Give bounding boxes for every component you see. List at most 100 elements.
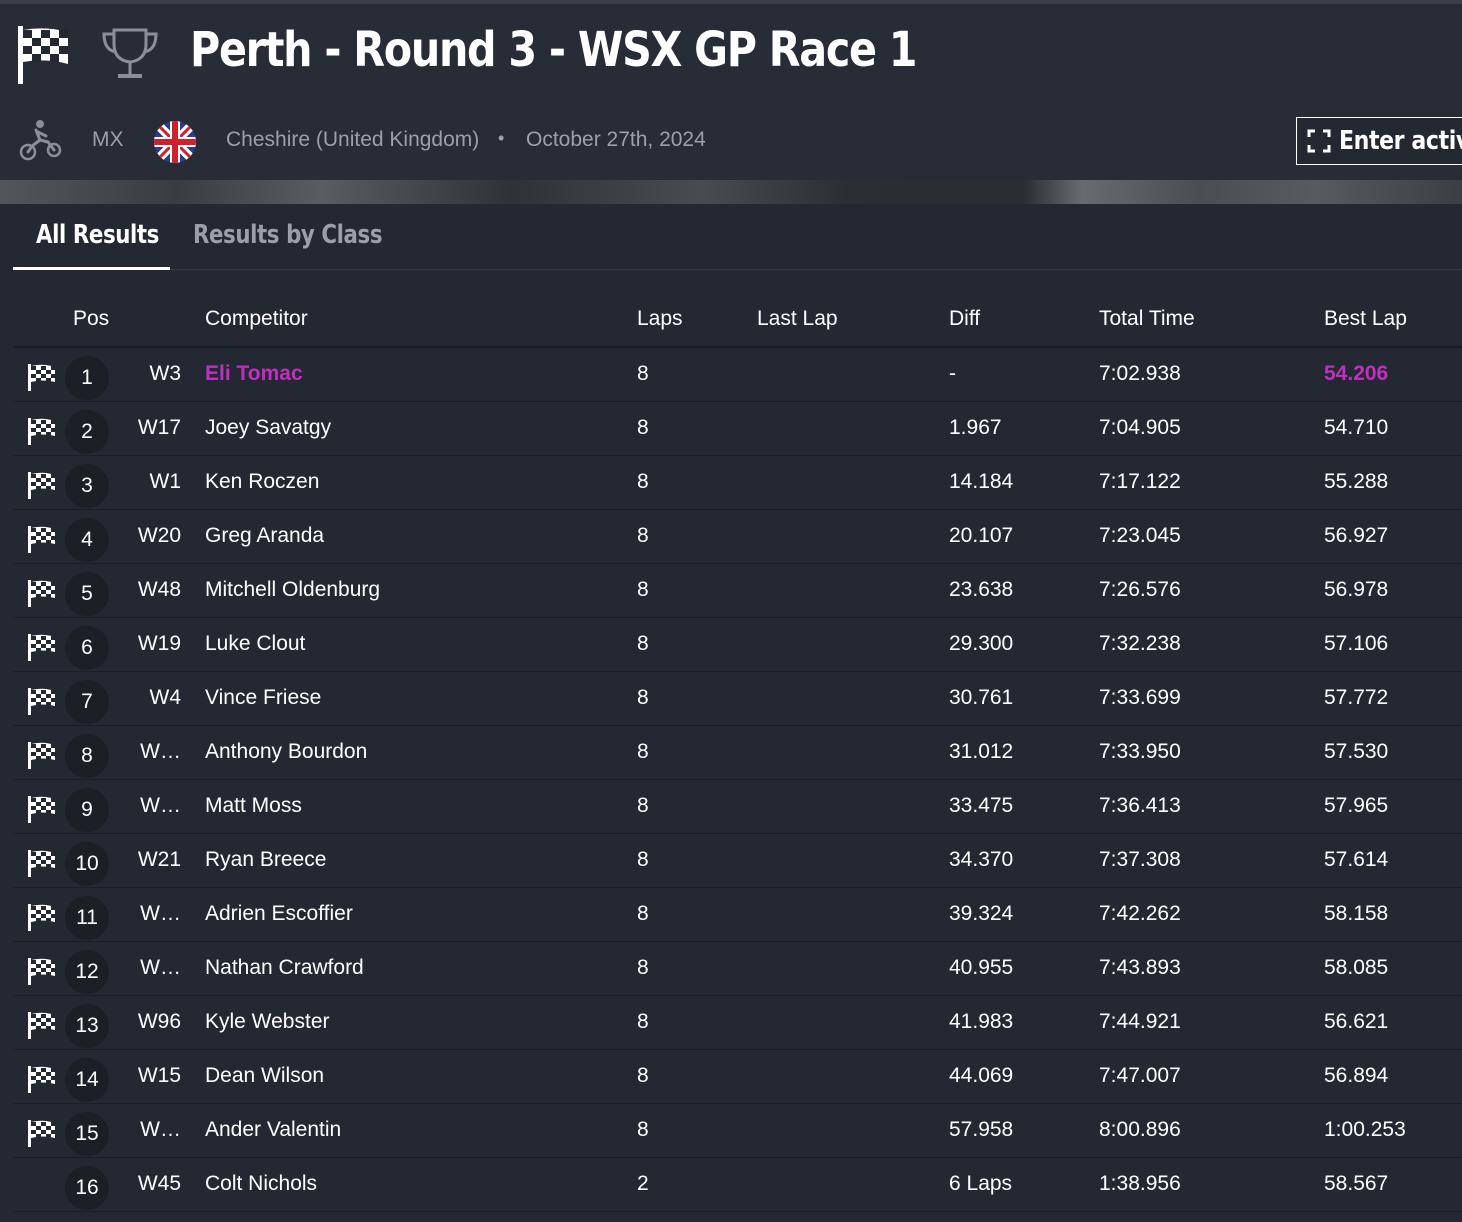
table-row[interactable]: 6 W19 Luke Clout 8 29.300 7:32.238 57.106 xyxy=(13,618,1462,672)
table-row[interactable]: 12 W… Nathan Crawford 8 40.955 7:43.893 58.085 xyxy=(13,942,1462,996)
laps-value: 8 xyxy=(637,1010,649,1033)
position-badge: 9 xyxy=(65,788,109,832)
finish-flag-icon xyxy=(27,1118,57,1148)
table-body: 1 W3 Eli Tomac 8-7:02.938 54.206 2 W17 Joey Sav… xyxy=(13,348,1462,1212)
table-row[interactable]: 15 W… Ander Valentin 8 57.958 8:00.896 1:00.25… xyxy=(13,1104,1462,1158)
table-row[interactable]: 14 W15 Dean Wilson 8 44.069 7:47.007 56.894 xyxy=(13,1050,1462,1104)
competitor-name[interactable]: Anthony Bourdon xyxy=(205,740,368,763)
column-header-best-lap[interactable]: Best Lap xyxy=(1324,307,1407,330)
rider-number: W… xyxy=(140,902,181,925)
best-lap-value: 54.710 xyxy=(1324,416,1389,439)
laps-value: 8 xyxy=(637,686,649,709)
position-badge: 11 xyxy=(65,896,109,940)
competitor-name[interactable]: Vince Friese xyxy=(205,686,322,709)
total-time-value: 7:43.893 xyxy=(1099,956,1181,979)
sport-type: MX xyxy=(92,128,124,151)
active-tab-indicator xyxy=(13,267,170,270)
competitor-name[interactable]: Luke Clout xyxy=(205,632,306,655)
position-badge: 3 xyxy=(65,464,109,508)
best-lap-value: 55.288 xyxy=(1324,470,1389,493)
competitor-name[interactable]: Greg Aranda xyxy=(205,524,325,547)
finish-flag-icon xyxy=(27,740,57,770)
results-table: Pos Competitor Laps Last Lap Diff Total … xyxy=(13,292,1462,1212)
table-row[interactable]: 4 W20 Greg Aranda 8 20.107 7:23.045 56.927 xyxy=(13,510,1462,564)
competitor-name[interactable]: Nathan Crawford xyxy=(205,956,364,979)
total-time-value: 7:33.950 xyxy=(1099,740,1181,763)
finish-flag-icon xyxy=(27,1064,57,1094)
finish-flag-icon xyxy=(27,794,57,824)
column-header-pos[interactable]: Pos xyxy=(73,307,110,330)
diff-value: 6 Laps xyxy=(949,1172,1013,1195)
event-header: Perth - Round 3 - WSX GP Race 1 MX Chesh… xyxy=(0,0,1462,204)
column-header-competitor[interactable]: Competitor xyxy=(205,307,308,330)
diff-value: 14.184 xyxy=(949,470,1014,493)
competitor-name[interactable]: Joey Savatgy xyxy=(205,416,332,439)
rider-number: W45 xyxy=(137,1172,181,1195)
rider-number: W… xyxy=(140,794,181,817)
table-row[interactable]: 3 W1 Ken Roczen 8 14.184 7:17.122 55.288 xyxy=(13,456,1462,510)
competitor-name[interactable]: Dean Wilson xyxy=(205,1064,325,1087)
laps-value: 8 xyxy=(637,848,649,871)
laps-value: 8 xyxy=(637,1064,649,1087)
best-lap-value: 57.614 xyxy=(1324,848,1389,871)
tab-results-by-class[interactable]: Results by Class xyxy=(193,220,383,250)
finish-flag-icon xyxy=(27,632,57,662)
table-row[interactable]: 16 W45 Colt Nichols 2 6 Laps 1:38.956 58.567 xyxy=(13,1158,1462,1212)
competitor-name[interactable]: Matt Moss xyxy=(205,794,302,817)
column-header-diff[interactable]: Diff xyxy=(949,307,981,330)
laps-value: 2 xyxy=(637,1172,649,1195)
rider-number: W20 xyxy=(137,524,181,547)
table-row[interactable]: 7 W4 Vince Friese 8 30.761 7:33.699 57.772 xyxy=(13,672,1462,726)
table-row[interactable]: 11 W… Adrien Escoffier 8 39.324 7:42.262 58.15… xyxy=(13,888,1462,942)
table-row[interactable]: 13 W96 Kyle Webster 8 41.983 7:44.921 56.621 xyxy=(13,996,1462,1050)
competitor-name[interactable]: Adrien Escoffier xyxy=(205,902,353,925)
diff-value: 57.958 xyxy=(949,1118,1014,1141)
diff-value: 31.012 xyxy=(949,740,1014,763)
position-badge: 16 xyxy=(65,1166,109,1210)
total-time-value: 7:44.921 xyxy=(1099,1010,1181,1033)
rider-number: W3 xyxy=(149,362,182,385)
table-row[interactable]: 1 W3 Eli Tomac 8 - 7:02.938 54.206 xyxy=(13,348,1462,402)
trophy-icon xyxy=(102,28,158,78)
competitor-name[interactable]: Eli Tomac xyxy=(205,362,303,385)
laps-value: 8 xyxy=(637,956,649,979)
total-time-value: 7:02.938 xyxy=(1099,362,1181,385)
fullscreen-icon xyxy=(1307,129,1331,153)
finish-flag-icon xyxy=(27,848,57,878)
total-time-value: 7:23.045 xyxy=(1099,524,1181,547)
best-lap-value: 56.894 xyxy=(1324,1064,1389,1087)
enter-active-button[interactable]: Enter active xyxy=(1296,117,1462,165)
header-topline xyxy=(0,0,1462,4)
laps-value: 8 xyxy=(637,740,649,763)
table-row[interactable]: 9 W… Matt Moss 8 33.475 7:36.413 57.965 xyxy=(13,780,1462,834)
table-row[interactable]: 10 W21 Ryan Breece 8 34.370 7:37.308 57.614 xyxy=(13,834,1462,888)
table-row[interactable]: 8 W… Anthony Bourdon 8 31.012 7:33.950 57.530 xyxy=(13,726,1462,780)
competitor-name[interactable]: Ander Valentin xyxy=(205,1118,342,1141)
rider-number: W48 xyxy=(137,578,181,601)
diff-value: 44.069 xyxy=(949,1064,1014,1087)
laps-value: 8 xyxy=(637,632,649,655)
diff-value: - xyxy=(949,362,956,385)
diff-value: 39.324 xyxy=(949,902,1014,925)
competitor-name[interactable]: Mitchell Oldenburg xyxy=(205,578,381,601)
position-badge: 12 xyxy=(65,950,109,994)
diff-value: 29.300 xyxy=(949,632,1014,655)
total-time-value: 1:38.956 xyxy=(1099,1172,1181,1195)
table-row[interactable]: 5 W48 Mitchell Oldenburg 8 23.638 7:26.576 56.… xyxy=(13,564,1462,618)
column-header-total-time[interactable]: Total Time xyxy=(1099,307,1195,330)
laps-value: 8 xyxy=(637,902,649,925)
finish-flag-icon xyxy=(27,902,57,932)
column-header-laps[interactable]: Laps xyxy=(637,307,683,330)
tab-all-results[interactable]: All Results xyxy=(36,220,159,250)
competitor-name[interactable]: Ken Roczen xyxy=(205,470,320,493)
diff-value: 20.107 xyxy=(949,524,1014,547)
column-header-last-lap[interactable]: Last Lap xyxy=(757,307,838,330)
table-row[interactable]: 2 W17 Joey Savatgy 8 1.967 7:04.905 54.710 xyxy=(13,402,1462,456)
diff-value: 33.475 xyxy=(949,794,1014,817)
rider-number: W96 xyxy=(137,1010,181,1033)
competitor-name[interactable]: Colt Nichols xyxy=(205,1172,318,1195)
competitor-name[interactable]: Ryan Breece xyxy=(205,848,327,871)
competitor-name[interactable]: Kyle Webster xyxy=(205,1010,330,1033)
results-tabs: All Results Results by Class xyxy=(13,204,1462,270)
position-badge: 13 xyxy=(65,1004,109,1048)
